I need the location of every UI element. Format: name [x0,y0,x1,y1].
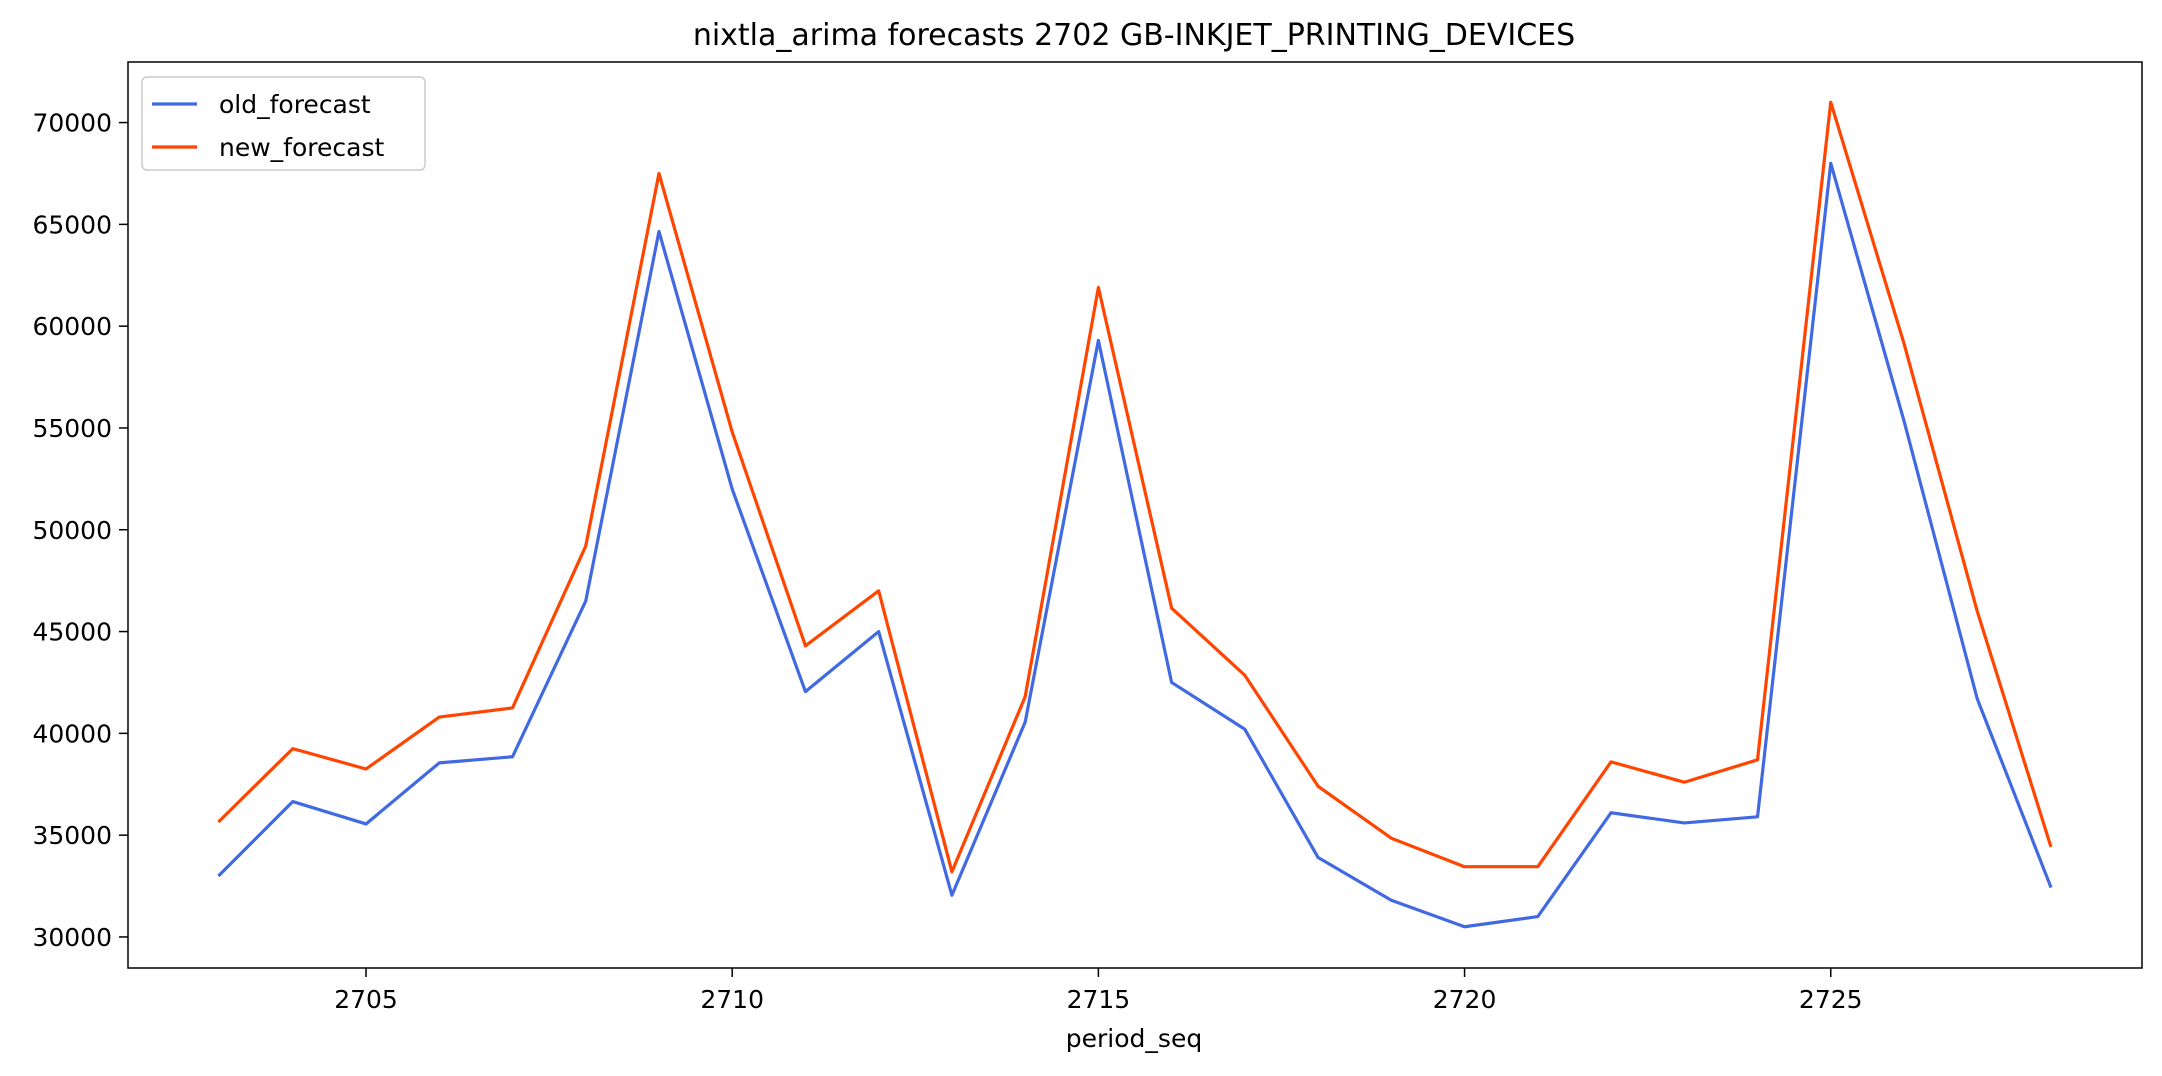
x-tick-label: 2720 [1433,985,1497,1014]
y-tick-label: 50000 [32,516,112,545]
x-tick-label: 2715 [1067,985,1131,1014]
legend: old_forecast new_forecast [141,76,426,171]
y-tick-label: 55000 [32,414,112,443]
y-tick-label: 35000 [32,821,112,850]
y-tick-label: 45000 [32,618,112,647]
x-axis-label: period_seq [1066,1024,1202,1053]
series-line-old-forecast [217,161,2053,929]
legend-label: old_forecast [219,90,371,119]
legend-label: new_forecast [219,133,384,162]
y-tick-label: 40000 [32,719,112,748]
x-axis: 2705 2710 2715 2720 2725 [334,968,1863,1014]
series-line-new-forecast [217,100,2053,874]
y-tick-label: 60000 [32,312,112,341]
plot-lines [217,100,2053,929]
chart-title: nixtla_arima forecasts 2702 GB-INKJET_PR… [693,18,1575,53]
legend-box [141,76,426,171]
x-tick-label: 2725 [1799,985,1863,1014]
plot-area-frame [127,61,2143,969]
y-tick-label: 30000 [32,923,112,952]
y-tick-label: 70000 [32,109,112,138]
y-axis: 30000 35000 40000 45000 50000 55000 60000 65000… [32,109,128,952]
y-tick-label: 65000 [32,210,112,239]
x-tick-label: 2710 [700,985,764,1014]
x-tick-label: 2705 [334,985,398,1014]
